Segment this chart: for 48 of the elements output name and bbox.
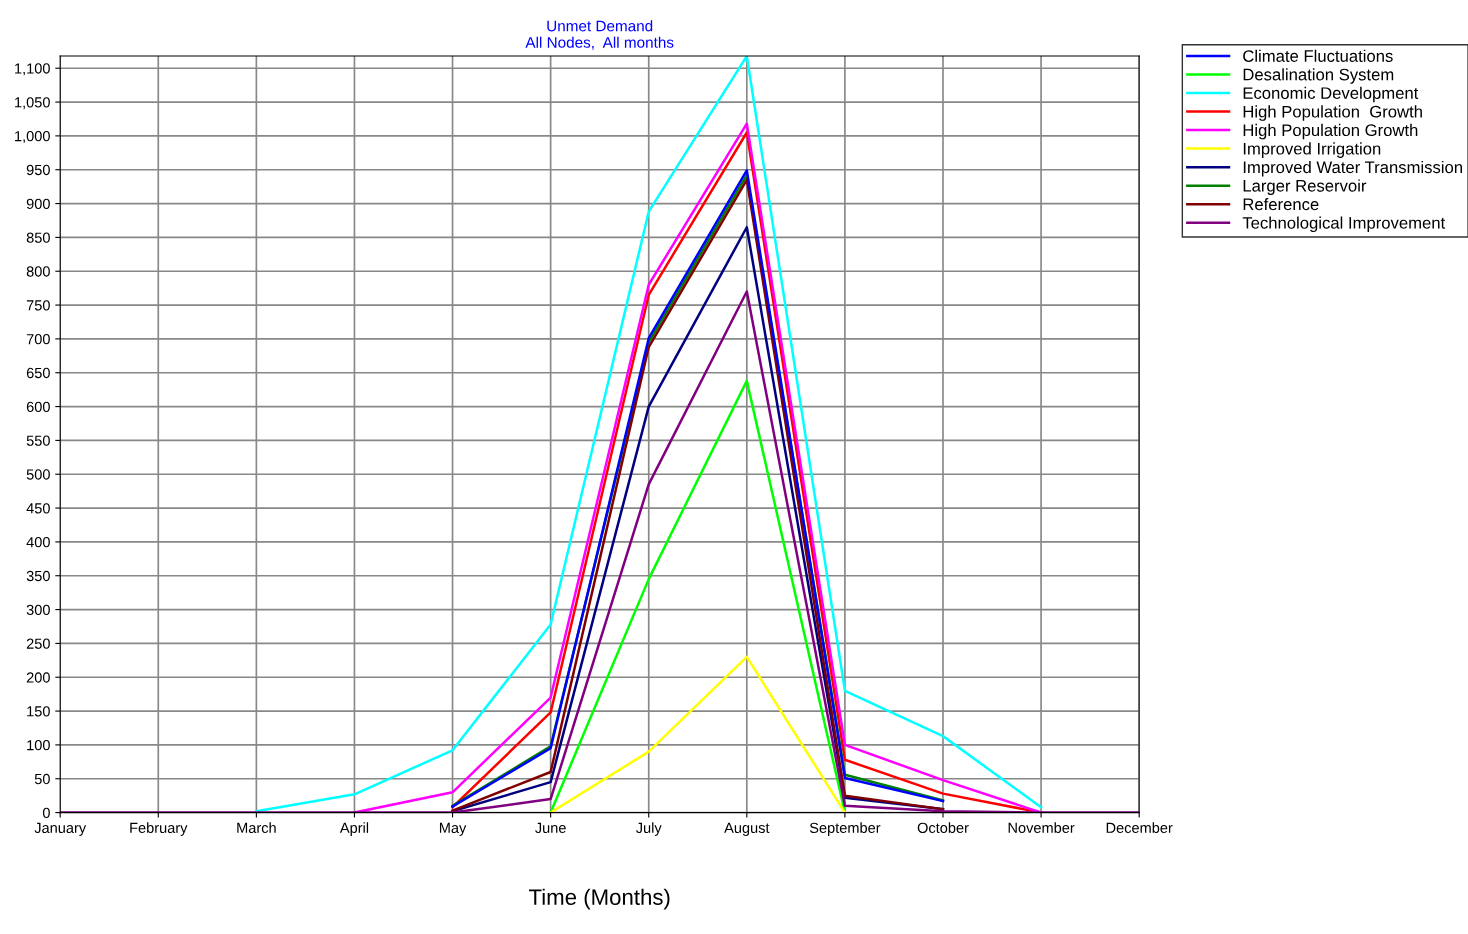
y-tick-label: 250: [26, 638, 50, 649]
legend-label: High Population Growth: [1243, 105, 1422, 121]
y-tick-label: 100: [27, 740, 50, 751]
y-tick-label: 850: [26, 232, 50, 243]
y-tick-label: 50: [34, 773, 50, 785]
chart-title: Unmet Demand All Nodes, All months: [525, 20, 674, 50]
x-tick-label: August: [724, 822, 770, 836]
x-tick-label: May: [439, 822, 467, 836]
line-series: [255, 56, 1043, 813]
legend-label: Reference: [1243, 198, 1319, 211]
y-tick-label: 750: [26, 300, 50, 311]
y-tick-label: 1,100: [15, 63, 50, 76]
x-tick-label: March: [237, 822, 276, 834]
y-tick-label: 900: [26, 198, 50, 209]
x-tick-label: December: [1106, 822, 1173, 834]
x-tick-label: July: [635, 822, 662, 836]
legend-label: Improved Irrigation: [1243, 142, 1381, 158]
y-tick-label: 150: [27, 706, 50, 717]
y-tick-label: 350: [26, 570, 50, 582]
y-tick-label: 700: [26, 334, 50, 345]
y-tick-label: 400: [26, 537, 50, 548]
x-tick-label: April: [339, 822, 369, 836]
legend-label: Larger Reservoir: [1243, 179, 1367, 195]
legend-label: Technological Improvement: [1242, 216, 1446, 233]
y-tick-label: 550: [26, 435, 50, 446]
x-tick-label: October: [917, 822, 969, 834]
legend-label: High Population Growth: [1243, 123, 1418, 140]
y-tick-label: 0: [42, 807, 50, 819]
y-tick-label: 800: [26, 266, 50, 277]
x-tick-label: January: [34, 822, 87, 836]
legend-label: Climate Fluctuations: [1243, 49, 1393, 62]
y-tick-label: 1,000: [15, 130, 50, 144]
legend-label: Improved Water Transmission: [1243, 160, 1462, 177]
x-tick-label: November: [1008, 822, 1075, 834]
legend-label: Economic Development: [1243, 86, 1419, 103]
x-tick-label: February: [130, 822, 188, 836]
y-tick-label: 300: [26, 604, 50, 615]
y-tick-label: 200: [26, 672, 50, 683]
legend-label: Desalination System: [1243, 68, 1394, 84]
x-axis-title: Time (Months): [528, 888, 670, 910]
y-tick-label: 500: [26, 469, 50, 480]
x-tick-label: September: [809, 822, 881, 836]
y-tick-label: 450: [26, 503, 50, 514]
x-tick-label: June: [535, 822, 566, 834]
y-tick-label: 600: [26, 401, 50, 412]
y-tick-label: 950: [26, 164, 50, 176]
y-tick-label: 650: [26, 367, 50, 379]
y-tick-label: 1,050: [15, 97, 50, 110]
